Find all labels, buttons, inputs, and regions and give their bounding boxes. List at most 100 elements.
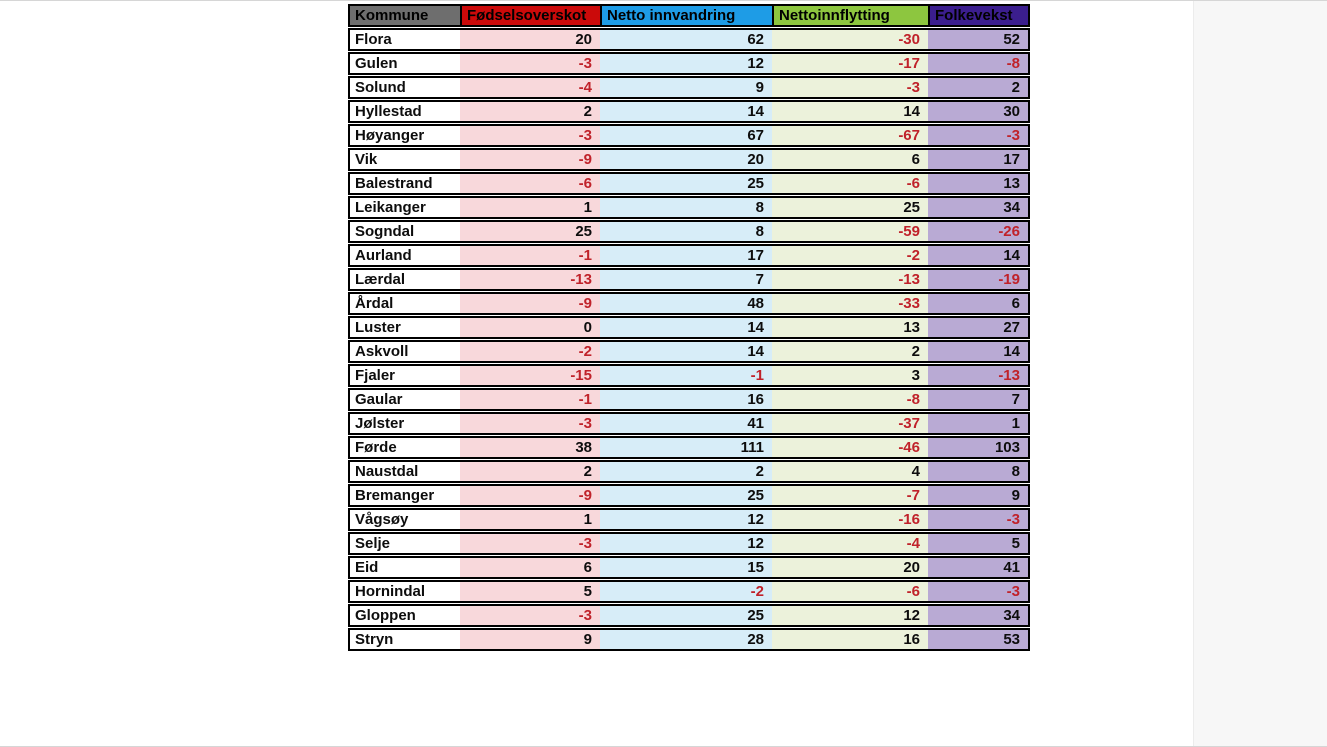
cell-folkevekst: 53 (928, 628, 1030, 651)
cell-nettoinnflytting: 2 (772, 340, 928, 363)
cell-netto-innvandring: 25 (600, 172, 772, 195)
cell-netto-innvandring: 15 (600, 556, 772, 579)
cell-folkevekst: 52 (928, 28, 1030, 51)
table-row: Hornindal 5 -2 -6 -3 (348, 580, 1030, 603)
cell-fodselsoverskot: 1 (460, 196, 600, 219)
table-row: Selje -3 12 -4 5 (348, 532, 1030, 555)
cell-fodselsoverskot: -3 (460, 124, 600, 147)
column-header-folkevekst: Folkevekst (928, 4, 1030, 27)
cell-folkevekst: -3 (928, 124, 1030, 147)
cell-nettoinnflytting: -6 (772, 172, 928, 195)
cell-folkevekst: -3 (928, 508, 1030, 531)
cell-kommune: Luster (348, 316, 460, 339)
table-row: Hyllestad 2 14 14 30 (348, 100, 1030, 123)
table-row: Sogndal 25 8 -59 -26 (348, 220, 1030, 243)
cell-folkevekst: -26 (928, 220, 1030, 243)
cell-nettoinnflytting: 3 (772, 364, 928, 387)
cell-fodselsoverskot: -6 (460, 172, 600, 195)
cell-fodselsoverskot: -9 (460, 292, 600, 315)
table-row: Bremanger -9 25 -7 9 (348, 484, 1030, 507)
cell-kommune: Bremanger (348, 484, 460, 507)
cell-netto-innvandring: 62 (600, 28, 772, 51)
cell-nettoinnflytting: 20 (772, 556, 928, 579)
table-row: Gulen -3 12 -17 -8 (348, 52, 1030, 75)
cell-nettoinnflytting: 25 (772, 196, 928, 219)
cell-nettoinnflytting: 6 (772, 148, 928, 171)
cell-folkevekst: 1 (928, 412, 1030, 435)
cell-folkevekst: 14 (928, 244, 1030, 267)
cell-nettoinnflytting: -37 (772, 412, 928, 435)
page-right-margin (1193, 1, 1327, 746)
cell-folkevekst: 14 (928, 340, 1030, 363)
cell-kommune: Selje (348, 532, 460, 555)
cell-folkevekst: 34 (928, 196, 1030, 219)
table-row: Flora 20 62 -30 52 (348, 28, 1030, 51)
cell-fodselsoverskot: -9 (460, 148, 600, 171)
column-header-netto-innvandring: Netto innvandring (600, 4, 772, 27)
cell-netto-innvandring: 20 (600, 148, 772, 171)
cell-nettoinnflytting: -7 (772, 484, 928, 507)
cell-nettoinnflytting: 12 (772, 604, 928, 627)
table-row: Gloppen -3 25 12 34 (348, 604, 1030, 627)
cell-folkevekst: 2 (928, 76, 1030, 99)
table-row: Jølster -3 41 -37 1 (348, 412, 1030, 435)
cell-kommune: Sogndal (348, 220, 460, 243)
cell-kommune: Stryn (348, 628, 460, 651)
cell-folkevekst: -8 (928, 52, 1030, 75)
cell-folkevekst: 27 (928, 316, 1030, 339)
table-body: Flora 20 62 -30 52 Gulen -3 12 -17 -8 Solund -4 9 -3 2… (348, 28, 1030, 651)
cell-fodselsoverskot: -3 (460, 412, 600, 435)
table-row: Fjaler -15 -1 3 -13 (348, 364, 1030, 387)
cell-netto-innvandring: 8 (600, 196, 772, 219)
cell-kommune: Lærdal (348, 268, 460, 291)
cell-folkevekst: -13 (928, 364, 1030, 387)
cell-fodselsoverskot: -3 (460, 604, 600, 627)
column-header-nettoinnflytting: Nettoinnflytting (772, 4, 928, 27)
cell-netto-innvandring: 8 (600, 220, 772, 243)
cell-kommune: Flora (348, 28, 460, 51)
cell-kommune: Vik (348, 148, 460, 171)
cell-fodselsoverskot: 38 (460, 436, 600, 459)
cell-folkevekst: 41 (928, 556, 1030, 579)
cell-nettoinnflytting: 14 (772, 100, 928, 123)
column-header-kommune: Kommune (348, 4, 460, 27)
cell-folkevekst: 7 (928, 388, 1030, 411)
table-row: Vågsøy 1 12 -16 -3 (348, 508, 1030, 531)
cell-fodselsoverskot: -9 (460, 484, 600, 507)
cell-netto-innvandring: -2 (600, 580, 772, 603)
cell-kommune: Gulen (348, 52, 460, 75)
cell-kommune: Årdal (348, 292, 460, 315)
cell-fodselsoverskot: -13 (460, 268, 600, 291)
header-row: Kommune Fødselsoverskot Netto innvandring N… (348, 4, 1030, 27)
cell-netto-innvandring: 28 (600, 628, 772, 651)
cell-kommune: Jølster (348, 412, 460, 435)
cell-fodselsoverskot: 2 (460, 460, 600, 483)
cell-nettoinnflytting: -59 (772, 220, 928, 243)
cell-kommune: Hyllestad (348, 100, 460, 123)
table-row: Lærdal -13 7 -13 -19 (348, 268, 1030, 291)
cell-fodselsoverskot: -1 (460, 244, 600, 267)
cell-kommune: Balestrand (348, 172, 460, 195)
cell-nettoinnflytting: -33 (772, 292, 928, 315)
cell-netto-innvandring: 2 (600, 460, 772, 483)
cell-netto-innvandring: 7 (600, 268, 772, 291)
cell-netto-innvandring: 12 (600, 532, 772, 555)
cell-nettoinnflytting: -4 (772, 532, 928, 555)
cell-netto-innvandring: 12 (600, 52, 772, 75)
cell-nettoinnflytting: -16 (772, 508, 928, 531)
cell-netto-innvandring: 25 (600, 484, 772, 507)
cell-kommune: Askvoll (348, 340, 460, 363)
cell-netto-innvandring: 41 (600, 412, 772, 435)
cell-folkevekst: 8 (928, 460, 1030, 483)
cell-kommune: Høyanger (348, 124, 460, 147)
cell-nettoinnflytting: -8 (772, 388, 928, 411)
cell-fodselsoverskot: 1 (460, 508, 600, 531)
cell-netto-innvandring: 111 (600, 436, 772, 459)
cell-fodselsoverskot: 5 (460, 580, 600, 603)
cell-folkevekst: 30 (928, 100, 1030, 123)
cell-folkevekst: 5 (928, 532, 1030, 555)
cell-folkevekst: 103 (928, 436, 1030, 459)
cell-fodselsoverskot: -1 (460, 388, 600, 411)
kommune-statistics-table-container: Kommune Fødselsoverskot Netto innvandring N… (348, 3, 1030, 652)
cell-folkevekst: -19 (928, 268, 1030, 291)
